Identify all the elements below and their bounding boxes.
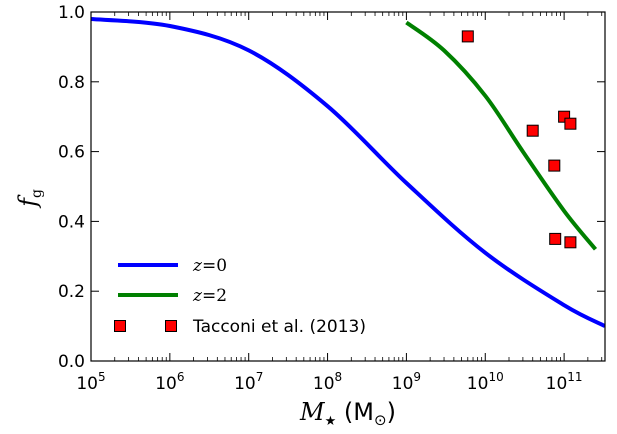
x-axis-unit-close: ) [387,398,396,426]
legend-swatch-marker [165,320,177,332]
legend-swatch-marker [114,320,126,332]
y-tick-label: 0.4 [58,212,85,232]
data-point [564,117,577,130]
x-axis-label-sub: ★ [325,414,337,429]
y-axis-label: fg [14,189,45,209]
y-axis-label-sub: g [29,189,45,198]
data-point [461,30,474,43]
y-tick-label: 1.0 [58,3,85,23]
legend-label: Tacconi et al. (2013) [192,317,366,337]
legend-label: z=0 [192,256,227,276]
series-layer [91,17,605,328]
x-tick-label: 1010 [467,370,504,394]
x-tick-label: 106 [155,370,184,394]
x-tick-label: 107 [234,370,263,394]
y-tick-label: 0.2 [58,282,85,302]
legend-label: z=2 [192,286,227,306]
x-axis-label: M★ (M⊙) [299,398,396,429]
tick-layer: 0.0 0.2 0.4 0.6 0.8 1.0 105 106 107 108 109 1010 101… [58,3,605,394]
data-point [548,159,561,172]
series-line-z-0 [91,17,605,328]
x-axis-unit: (M [344,398,374,426]
x-tick-label: 1011 [546,370,583,394]
y-tick-label: 0.8 [58,73,85,93]
legend: z=0 z=2 Tacconi et al. (2013) [114,256,366,337]
data-point [558,110,571,123]
y-tick-label: 0.6 [58,143,85,163]
marker-layer [461,30,577,249]
data-point [526,124,539,137]
x-axis-label-main: M [299,398,326,426]
data-point [549,232,562,245]
y-tick-label: 0.0 [58,352,85,372]
data-point [564,236,577,249]
x-axis-unit-sub: ⊙ [374,411,387,429]
plot-frame [90,11,606,362]
x-tick-label: 109 [392,370,421,394]
series-line-z-2 [405,20,598,251]
x-tick-label: 105 [76,370,105,394]
x-tick-label: 108 [313,370,342,394]
